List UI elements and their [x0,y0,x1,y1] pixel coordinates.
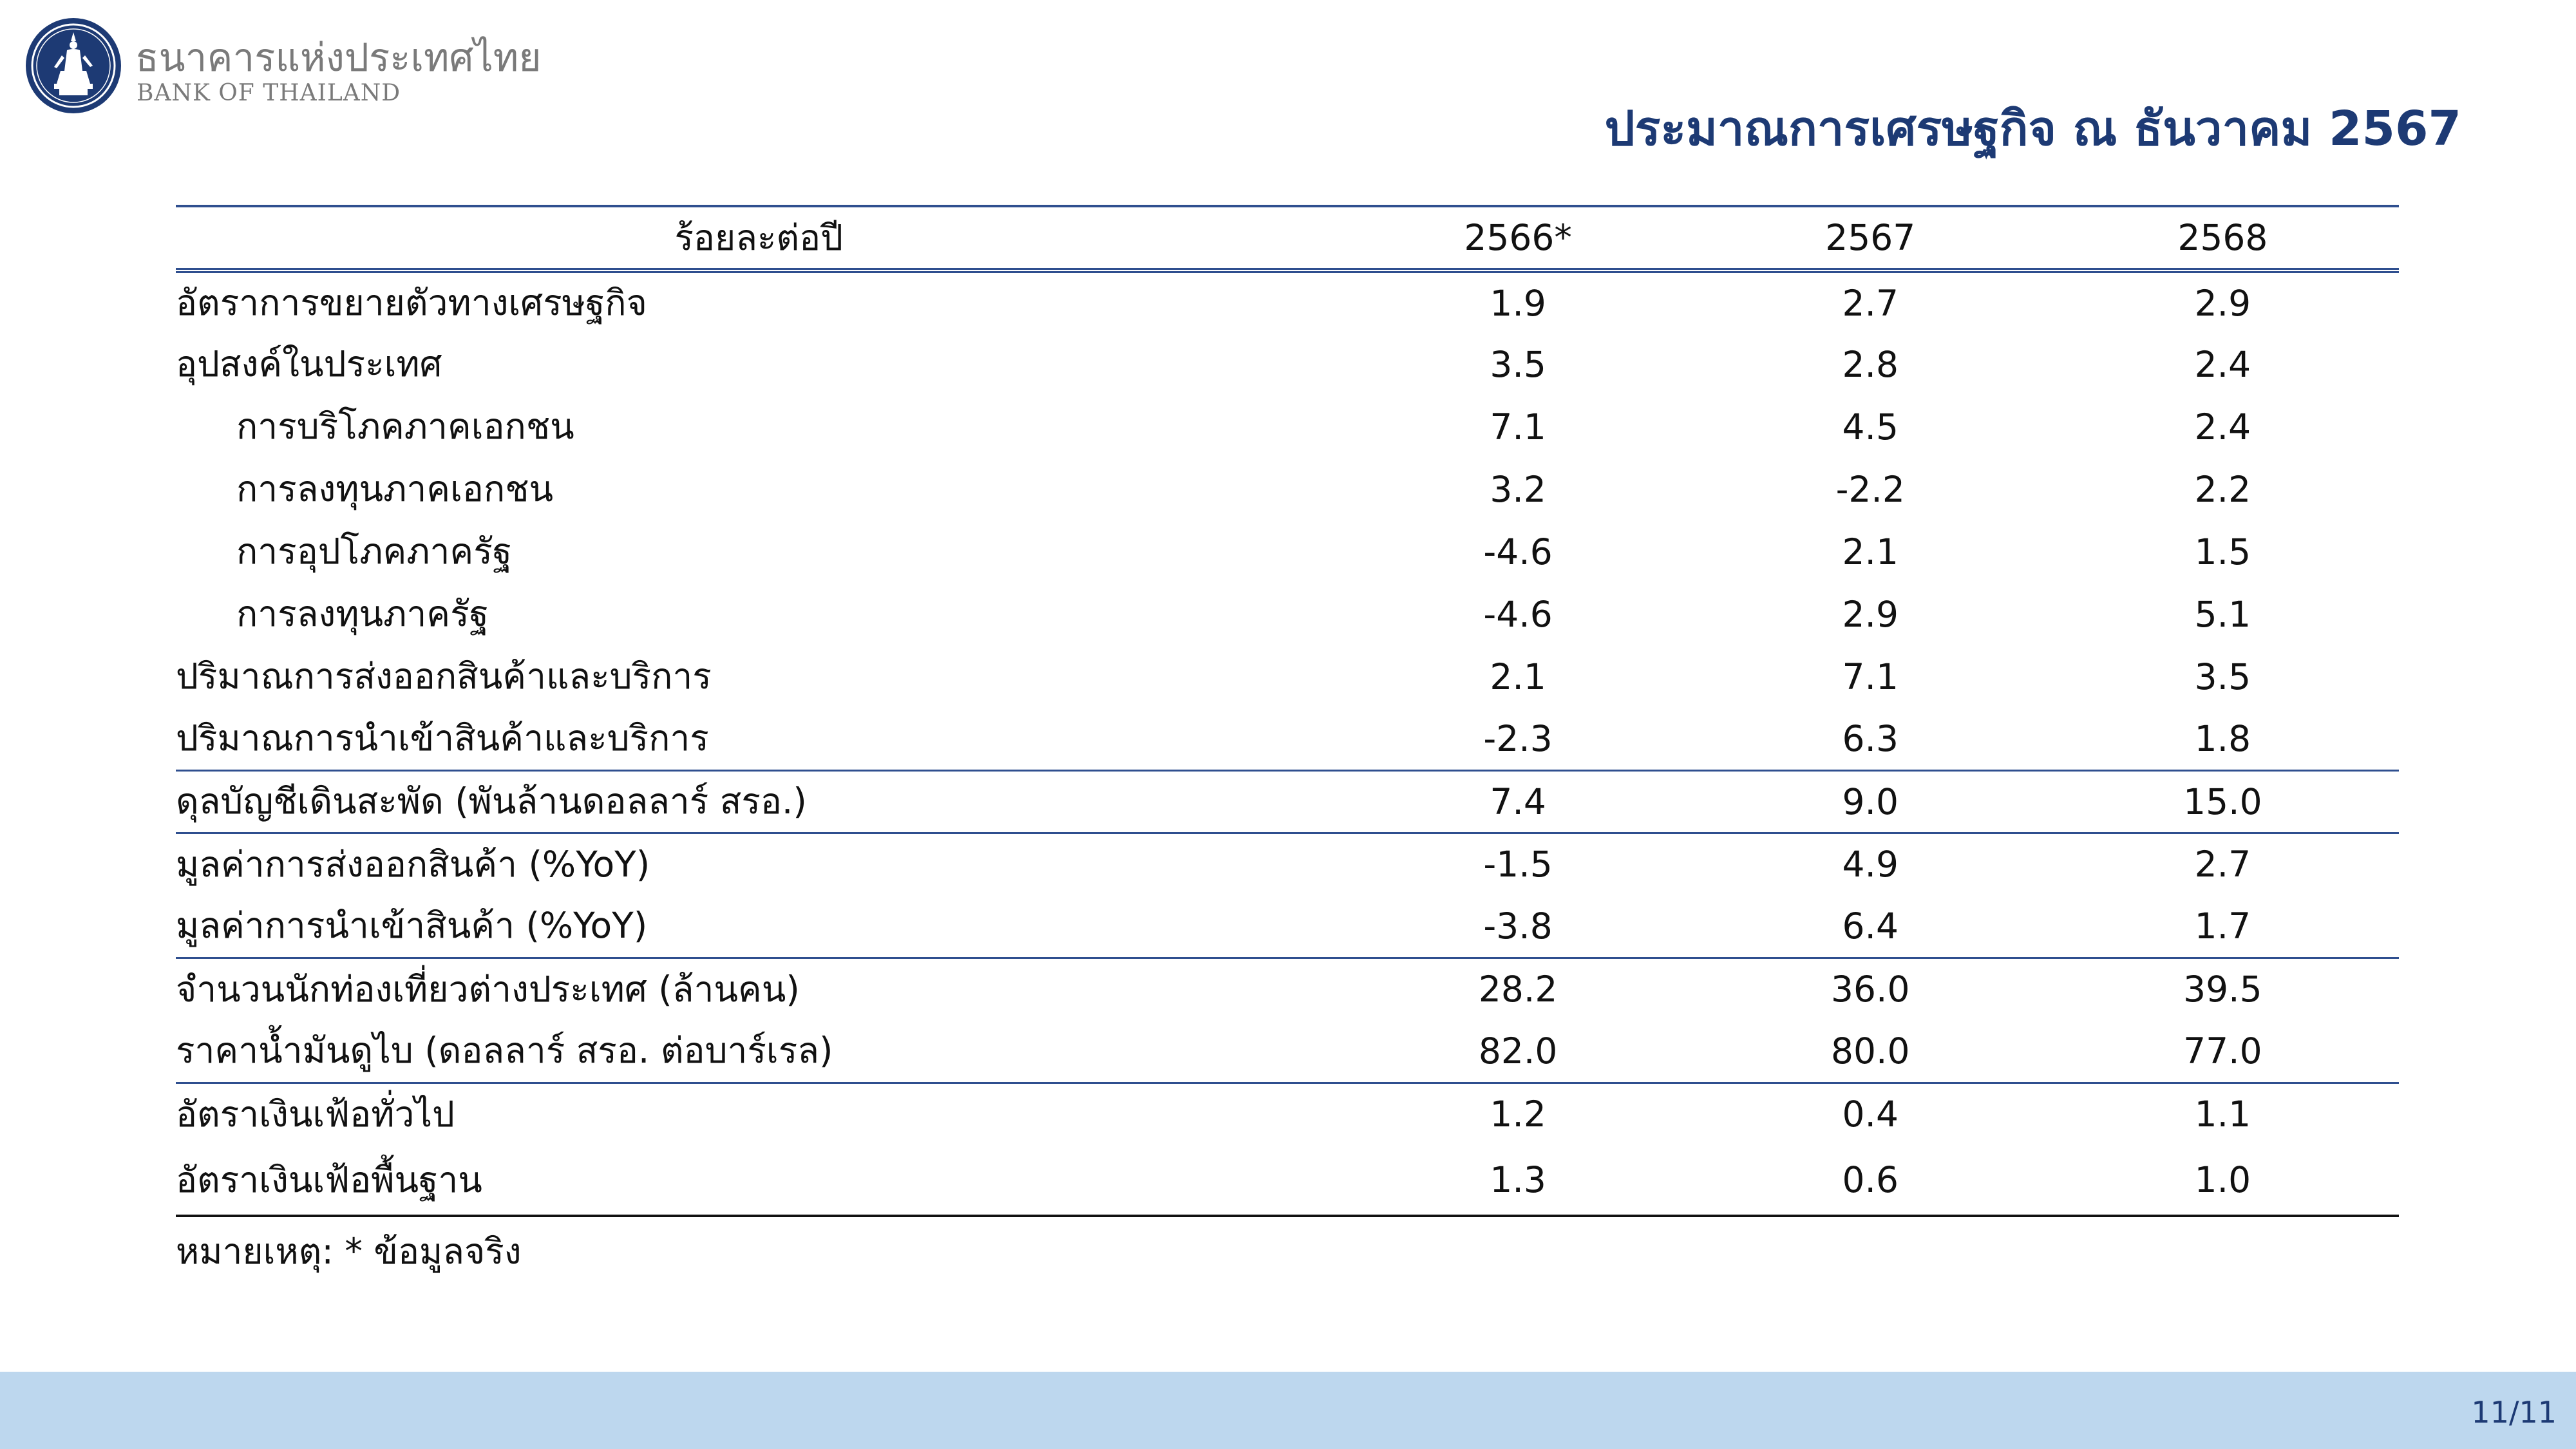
bot-seal-icon [26,18,121,113]
row-label: จำนวนนักท่องเที่ยวต่างประเทศ (ล้านคน) [176,956,1342,1020]
table-row: อัตราเงินเฟ้อพื้นฐาน 1.3 0.6 1.0 [176,1145,2399,1217]
row-value: 1.5 [2194,531,2251,573]
row-value: 0.4 [1694,1081,2047,1145]
table-row: อัตราการขยายตัวทางเศรษฐกิจ 1.9 2.7 2.9 [176,270,2399,333]
row-value: 4.9 [1694,831,2047,895]
row-label: ปริมาณการนำเข้าสินค้าและบริการ [176,717,709,759]
bank-name-english: BANK OF THAILAND [137,80,401,106]
row-value: 2.1 [1842,531,1899,573]
row-value: 6.3 [1842,717,1899,759]
row-value: 0.6 [1694,1145,2047,1217]
row-label: อัตราเงินเฟ้อทั่วไป [176,1081,1342,1145]
row-value: 36.0 [1694,956,2047,1020]
row-value: 7.4 [1341,769,1694,833]
row-value: -4.6 [1483,593,1553,635]
header-year-2567: 2567 [1694,205,2047,273]
row-value: -4.6 [1483,531,1553,573]
row-value: 2.4 [2194,406,2251,448]
row-value: 1.0 [2046,1145,2399,1217]
row-value: 28.2 [1341,956,1694,1020]
row-label: ดุลบัญชีเดินสะพัด (พันล้านดอลลาร์ สรอ.) [176,769,1342,833]
table-row: มูลค่าการนำเข้าสินค้า (%YoY) -3.8 6.4 1.… [176,895,2399,958]
table-row: ปริมาณการนำเข้าสินค้าและบริการ -2.3 6.3 … [176,708,2399,770]
row-label: ราคาน้ำมันดูไบ (ดอลลาร์ สรอ. ต่อบาร์เรล) [176,1030,833,1072]
bot-logo: ธนาคารแห่งประเทศไทย BANK OF THAILAND [24,17,604,120]
table-row: อัตราเงินเฟ้อทั่วไป 1.2 0.4 1.1 [176,1081,2399,1145]
row-value: 3.2 [1490,468,1546,510]
row-label: ปริมาณการส่งออกสินค้าและบริการ [176,656,712,697]
table-row: การลงทุนภาครัฐ -4.6 2.9 5.1 [176,583,2399,645]
row-value: 39.5 [2046,956,2399,1020]
row-value: -3.8 [1483,905,1553,947]
row-label: การลงทุนภาคเอกชน [236,468,554,509]
footer-band: 11/11 [0,1372,2576,1449]
table-row: การอุปโภคภาครัฐ -4.6 2.1 1.5 [176,520,2399,583]
row-value: 82.0 [1478,1030,1558,1072]
table-row: อุปสงค์ในประเทศ 3.5 2.8 2.4 [176,333,2399,395]
row-value: 1.3 [1341,1145,1694,1217]
header-year-2568: 2568 [2046,205,2399,273]
row-value: 1.2 [1341,1081,1694,1145]
row-value: 3.5 [1490,343,1546,385]
row-value: -2.3 [1483,717,1553,759]
row-value: -2.2 [1835,468,1905,510]
row-value: -1.5 [1341,831,1694,895]
row-label: การบริโภคภาคเอกชน [236,406,574,447]
page-title: ประมาณการเศรษฐกิจ ณ ธันวาคม 2567 [1604,101,2461,156]
row-value: 7.1 [1842,656,1899,697]
forecast-table: ร้อยละต่อปี 2566* 2567 2568 อัตราการขยาย… [176,205,2399,1217]
row-value: 1.7 [2194,905,2251,947]
row-value: 6.4 [1842,905,1899,947]
row-value: 15.0 [2046,769,2399,833]
row-label: มูลค่าการนำเข้าสินค้า (%YoY) [176,905,648,947]
header-unit: ร้อยละต่อปี [176,205,1342,273]
table-row: ดุลบัญชีเดินสะพัด (พันล้านดอลลาร์ สรอ.) … [176,769,2399,833]
row-value: 2.7 [2046,831,2399,895]
row-label: การอุปโภคภาครัฐ [236,531,513,572]
footnote: หมายเหตุ: * ข้อมูลจริง [176,1231,522,1272]
table-row: การลงทุนภาคเอกชน 3.2 -2.2 2.2 [176,458,2399,520]
row-value: 2.9 [2194,282,2251,324]
row-label: อัตราเงินเฟ้อพื้นฐาน [176,1145,1342,1217]
row-value: 2.2 [2194,468,2251,510]
row-label: มูลค่าการส่งออกสินค้า (%YoY) [176,831,1342,895]
bank-name-thai: ธนาคารแห่งประเทศไทย [135,35,542,80]
row-value: 3.5 [2194,656,2251,697]
row-value: 2.8 [1842,343,1899,385]
row-value: 1.1 [2046,1081,2399,1145]
row-value: 5.1 [2194,593,2251,635]
forecast-table-container: ร้อยละต่อปี 2566* 2567 2568 อัตราการขยาย… [176,205,2399,1217]
row-value: 7.1 [1490,406,1546,448]
row-value: 77.0 [2183,1030,2262,1072]
row-label: การลงทุนภาครัฐ [236,593,489,634]
row-value: 2.7 [1842,282,1899,324]
row-value: 2.4 [2194,343,2251,385]
table-row: ราคาน้ำมันดูไบ (ดอลลาร์ สรอ. ต่อบาร์เรล)… [176,1020,2399,1083]
row-label: อัตราการขยายตัวทางเศรษฐกิจ [176,282,647,323]
row-value: 80.0 [1831,1030,1910,1072]
table-row: การบริโภคภาคเอกชน 7.1 4.5 2.4 [176,395,2399,458]
row-value: 9.0 [1694,769,2047,833]
row-value: 2.9 [1842,593,1899,635]
header-year-2566: 2566* [1341,205,1694,273]
row-value: 2.1 [1490,656,1546,697]
table-row: มูลค่าการส่งออกสินค้า (%YoY) -1.5 4.9 2.… [176,831,2399,895]
row-value: 1.8 [2194,717,2251,759]
table-header-row: ร้อยละต่อปี 2566* 2567 2568 [176,205,2399,273]
table-row: จำนวนนักท่องเที่ยวต่างประเทศ (ล้านคน) 28… [176,956,2399,1020]
row-label: อุปสงค์ในประเทศ [176,343,442,384]
row-value: 1.9 [1490,282,1546,324]
page-number: 11/11 [2471,1395,2557,1430]
row-value: 4.5 [1842,406,1899,448]
table-row: ปริมาณการส่งออกสินค้าและบริการ 2.1 7.1 3… [176,645,2399,708]
